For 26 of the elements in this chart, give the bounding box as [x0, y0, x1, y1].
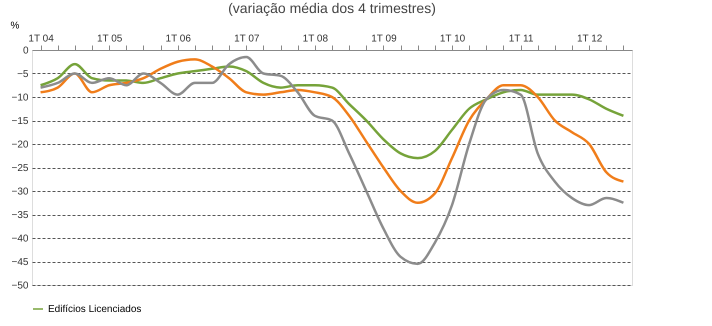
y-tick-label: −20 — [12, 140, 29, 150]
line-series — [39, 58, 625, 204]
line-series — [39, 56, 625, 266]
y-tick-label: −45 — [12, 257, 29, 268]
x-tick-label: 1T 12 — [576, 34, 603, 44]
legend-label: Edifícios Licenciados — [48, 304, 142, 315]
y-tick-label: −50 — [12, 280, 29, 292]
y-tick-label: −40 — [12, 234, 29, 244]
y-tick-label: −5 — [17, 69, 29, 80]
x-tick-label: 1T 11 — [508, 34, 534, 44]
line-series — [39, 62, 625, 160]
y-tick-label: −35 — [12, 210, 29, 221]
y-axis-title: % — [10, 20, 20, 32]
x-tick-label: 1T 08 — [302, 34, 328, 44]
x-tick-label: 1T 07 — [234, 34, 260, 44]
x-tick-label: 1T 09 — [371, 34, 398, 44]
x-tick-label: 1T 06 — [166, 34, 192, 44]
y-tick-label: −25 — [12, 163, 29, 174]
x-tick-label: 1T 04 — [28, 34, 54, 44]
y-tick-label: −15 — [12, 116, 29, 127]
x-tick-label: 1T 05 — [96, 34, 123, 44]
chart-subtitle: (variação média dos 4 trimestres) — [228, 0, 436, 16]
y-tick-label: −10 — [12, 92, 29, 104]
y-tick-label: 0 — [22, 46, 29, 56]
x-tick-label: 1T 10 — [440, 34, 466, 44]
y-tick-label: −30 — [12, 186, 29, 198]
